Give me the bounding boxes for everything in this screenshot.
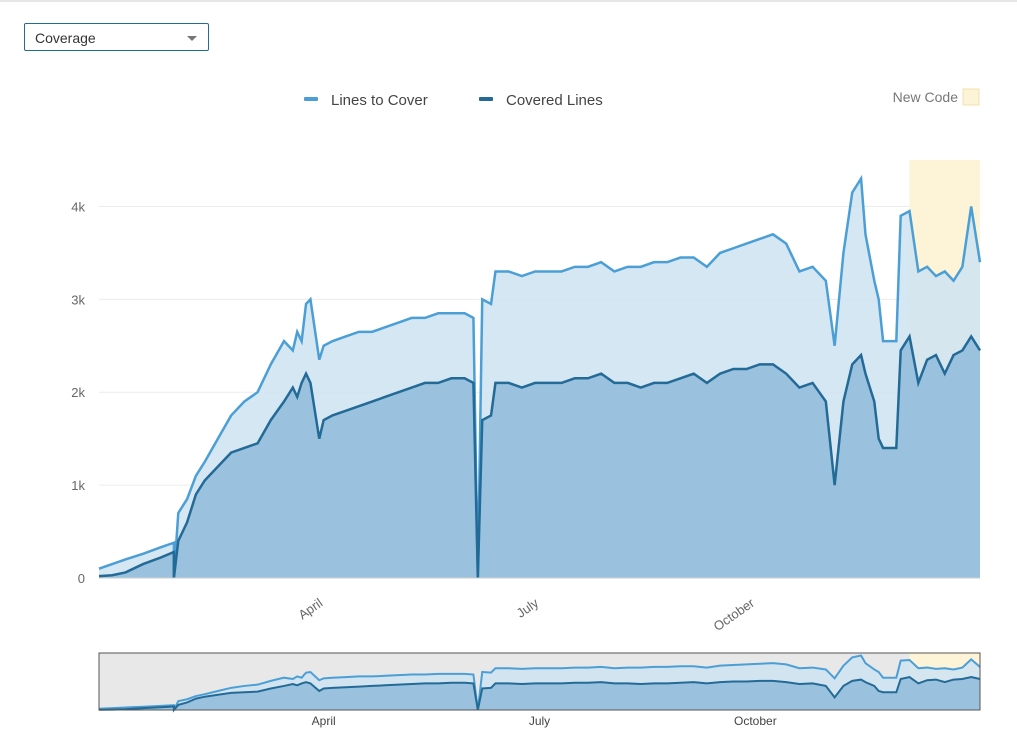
overview-x-tick-label: July (529, 714, 550, 728)
x-axis: April July October (295, 595, 757, 634)
y-tick-label: 4k (71, 199, 85, 214)
covered-lines-area (99, 336, 980, 578)
y-tick-label: 2k (71, 385, 85, 400)
measure-select[interactable]: Coverage (24, 23, 209, 51)
covered-lines-legend-swatch (479, 97, 493, 101)
chevron-down-icon (187, 36, 197, 41)
overview-frame (98, 652, 981, 711)
x-tick-label: April (295, 595, 325, 622)
y-tick-label: 1k (71, 478, 85, 493)
lines-to-cover-line (98, 174, 982, 579)
x-tick-label: October (711, 595, 758, 634)
overview-x-axis: April July October (312, 714, 777, 728)
new-code-legend-label: New Code (893, 89, 959, 105)
y-axis: 0 1k 2k 3k 4k (71, 199, 85, 586)
new-code-legend: New Code (893, 88, 980, 106)
main-plot (98, 174, 982, 579)
x-tick-label: July (514, 595, 542, 621)
chart-legend: Lines to Cover Covered Lines (304, 92, 603, 109)
measure-select-value: Coverage (35, 30, 96, 46)
overview-covered-lines-area (99, 677, 980, 710)
overview-x-tick-label: October (734, 714, 777, 728)
covered-lines-line (98, 333, 982, 579)
covered-lines-legend-label: Covered Lines (506, 92, 603, 109)
overview-navigator[interactable] (98, 652, 981, 713)
overview-lines-to-cover-line (98, 654, 981, 711)
overview-covered-lines-line (98, 675, 981, 713)
lines-to-cover-legend-label: Lines to Cover (331, 92, 428, 109)
top-divider (0, 0, 1017, 2)
lines-to-cover-legend-swatch (304, 97, 318, 101)
new-code-legend-swatch (962, 88, 980, 106)
overview-x-tick-label: April (312, 714, 336, 728)
y-tick-label: 0 (78, 571, 85, 586)
y-tick-label: 3k (71, 292, 85, 307)
